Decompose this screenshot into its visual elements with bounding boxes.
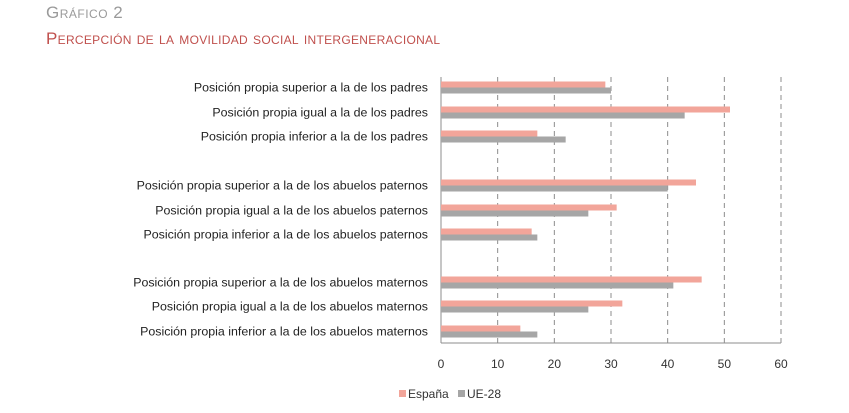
bar-ue28-9 [441,331,538,338]
bar-espana-2 [441,106,730,113]
category-label: Posición propia igual a la de los abuelo… [152,300,428,314]
bar-espana-3 [441,130,538,137]
bar-ue28-4 [441,185,668,192]
chart-kicker: Gráfico 2 [46,3,124,22]
category-label: Posición propia igual a la de los abuelo… [155,204,428,218]
category-label: Posición propia inferior a la de los pad… [201,130,428,144]
category-label: Posición propia superior a la de los abu… [133,276,428,290]
bar-espana-6 [441,228,532,235]
x-tick-label: 10 [491,357,505,371]
bar-espana-1 [441,81,606,88]
bar-espana-4 [441,179,696,186]
bar-ue28-8 [441,306,589,313]
category-labels: Posición propia superior a la de los pad… [133,81,428,339]
bars [441,81,730,338]
bar-ue28-1 [441,87,611,94]
bar-espana-8 [441,300,623,307]
chart-title: Percepción de la movilidad social interg… [46,29,441,48]
bar-ue28-3 [441,136,566,143]
bar-espana-5 [441,204,617,211]
legend-label-ue28: UE-28 [467,387,501,401]
x-tick-label: 60 [774,357,788,371]
bar-ue28-2 [441,112,685,119]
category-label: Posición propia superior a la de los pad… [194,81,428,95]
legend-label-espana: España [408,387,449,401]
bar-ue28-7 [441,282,674,289]
x-tick-label: 30 [604,357,618,371]
bar-espana-7 [441,276,702,283]
legend-swatch-ue28 [458,390,465,397]
x-tick-label: 50 [718,357,732,371]
category-label: Posición propia igual a la de los padres [212,106,428,120]
x-axis-ticks: 0 10 20 30 40 50 60 [438,357,788,371]
category-label: Posición propia superior a la de los abu… [137,179,428,193]
legend: España UE-28 [399,387,501,401]
bar-ue28-6 [441,234,538,241]
legend-swatch-espana [399,390,406,397]
bar-ue28-5 [441,210,589,217]
category-label: Posición propia inferior a la de los abu… [140,325,428,339]
bar-espana-9 [441,325,521,332]
x-tick-label: 0 [438,357,445,371]
x-tick-label: 40 [661,357,675,371]
x-tick-label: 20 [548,357,562,371]
category-label: Posición propia inferior a la de los abu… [144,228,428,242]
